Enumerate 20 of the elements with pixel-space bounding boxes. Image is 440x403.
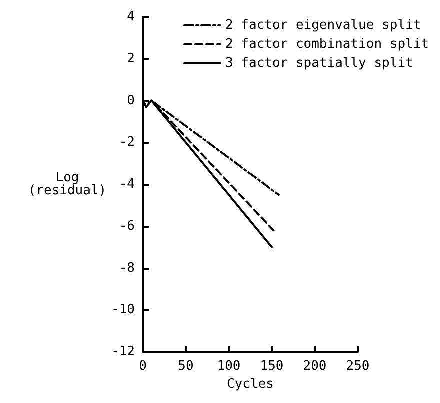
y-tick-label: -6 xyxy=(119,218,135,234)
x-tick-label: 50 xyxy=(178,359,194,374)
y-axis-title: Log (residual) xyxy=(28,170,107,198)
y-tick-label: -2 xyxy=(119,135,135,150)
legend-label: 3 factor spatially split xyxy=(226,56,414,71)
legend-label: 2 factor combination split xyxy=(226,37,430,52)
x-tick-label: 250 xyxy=(346,359,370,374)
x-tick-label: 0 xyxy=(139,359,147,374)
y-tick-label: -8 xyxy=(119,260,135,276)
x-tick-label: 100 xyxy=(217,359,241,374)
x-tick-label: 150 xyxy=(260,359,284,374)
y-tick-label: -10 xyxy=(112,302,135,318)
legend-label: 2 factor eigenvalue split xyxy=(226,18,422,33)
y-tick-label: 4 xyxy=(127,10,136,24)
x-axis-title: Cycles xyxy=(227,377,274,392)
y-tick-label: -12 xyxy=(112,344,135,360)
y-tick-label: 0 xyxy=(127,93,135,108)
y-tick-label: -4 xyxy=(119,177,136,192)
x-tick-label: 200 xyxy=(303,359,327,374)
y-tick-label: 2 xyxy=(127,51,135,66)
